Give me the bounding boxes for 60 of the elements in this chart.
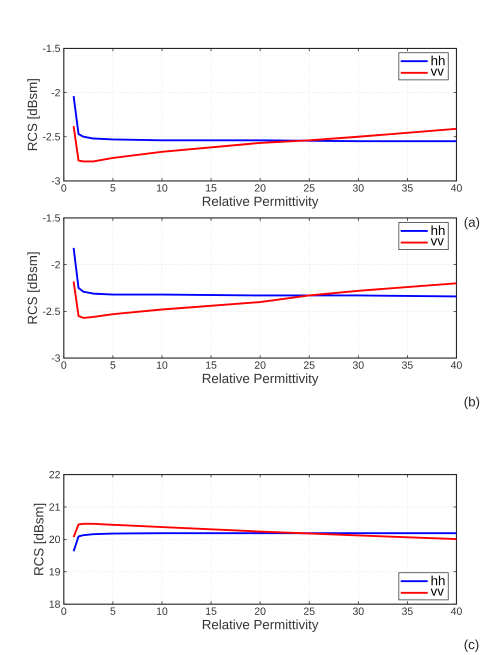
x-tick-label: 40 bbox=[451, 608, 462, 615]
x-tick-label: 30 bbox=[353, 184, 364, 192]
x-tick-label: 20 bbox=[255, 361, 266, 369]
text: (a) bbox=[464, 217, 480, 230]
x-tick-label: 30 bbox=[353, 361, 364, 369]
y-tick-label: -3 bbox=[52, 354, 60, 362]
x-tick-label: 5 bbox=[110, 361, 116, 369]
legend-label: hh bbox=[432, 576, 445, 586]
y-tick-label: -1.5 bbox=[43, 44, 60, 52]
line-series bbox=[72, 95, 458, 142]
y-tick-label: 19 bbox=[50, 568, 60, 576]
x-tick-label: 35 bbox=[402, 184, 413, 192]
x-tick-label: 40 bbox=[451, 184, 462, 192]
x-tick-label: 10 bbox=[157, 608, 168, 615]
line-series bbox=[72, 125, 458, 162]
x-tick-label: 15 bbox=[206, 361, 217, 369]
legend-label: hh bbox=[432, 225, 445, 236]
y-tick-label: -2.5 bbox=[43, 308, 60, 316]
x-tick-label: 0 bbox=[62, 361, 66, 369]
x-axis-title: Relative Permittivity bbox=[203, 620, 319, 632]
text: (c) bbox=[464, 639, 479, 652]
y-tick-label: 18 bbox=[50, 600, 60, 608]
y-tick-label: 21 bbox=[50, 503, 60, 511]
legend-label: vv bbox=[430, 68, 444, 76]
x-tick-label: 15 bbox=[206, 608, 217, 615]
line-series bbox=[72, 280, 458, 319]
y-axis-title: RCS [dBsm] bbox=[28, 79, 40, 150]
legend-label: vv bbox=[430, 238, 444, 246]
x-tick-label: 10 bbox=[157, 184, 168, 192]
x-tick-label: 20 bbox=[255, 184, 266, 192]
y-tick-label: -2 bbox=[52, 261, 60, 268]
x-tick-label: 10 bbox=[157, 361, 168, 369]
y-axis-title: RCS [dBsm] bbox=[28, 252, 40, 324]
x-axis-title: Relative Permittivity bbox=[203, 196, 319, 209]
x-tick-label: 40 bbox=[451, 361, 462, 369]
x-tick-label: 20 bbox=[255, 608, 266, 615]
y-tick-label: 22 bbox=[50, 470, 60, 478]
text: (b) bbox=[464, 396, 480, 410]
x-tick-label: 5 bbox=[110, 608, 116, 615]
y-axis-title: RCS [dBsm] bbox=[34, 504, 46, 575]
x-tick-label: 0 bbox=[62, 184, 66, 192]
x-tick-label: 0 bbox=[62, 608, 66, 615]
y-tick-label: -1.5 bbox=[43, 214, 60, 222]
x-tick-label: 25 bbox=[304, 361, 315, 369]
y-tick-label: -2.5 bbox=[43, 133, 60, 140]
legend-label: hh bbox=[432, 56, 445, 66]
y-tick-label: 20 bbox=[50, 536, 60, 544]
x-axis-title: Relative Permittivity bbox=[203, 373, 319, 386]
x-tick-label: 30 bbox=[353, 608, 364, 615]
y-tick-label: -2 bbox=[52, 88, 60, 96]
x-tick-label: 35 bbox=[402, 608, 413, 615]
x-tick-label: 15 bbox=[206, 184, 217, 192]
x-tick-label: 5 bbox=[110, 184, 116, 192]
legend-label: vv bbox=[430, 588, 444, 596]
line-series bbox=[72, 246, 458, 298]
line-series bbox=[72, 522, 458, 540]
x-tick-label: 25 bbox=[304, 608, 315, 615]
x-tick-label: 35 bbox=[402, 361, 413, 369]
x-tick-label: 25 bbox=[304, 184, 315, 192]
y-tick-label: -3 bbox=[52, 177, 60, 185]
